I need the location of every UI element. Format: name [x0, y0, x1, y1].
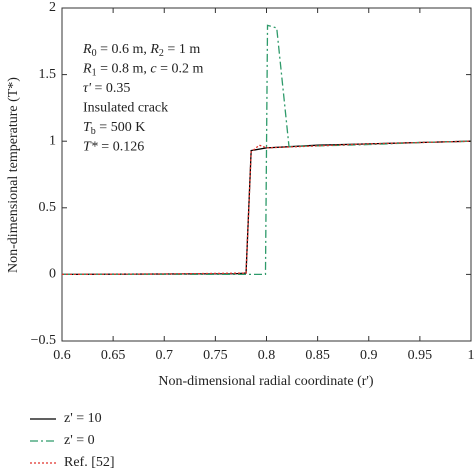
y-tick-label: 0.5 — [39, 200, 57, 215]
series-line — [61, 140, 472, 276]
annotation-run: 2 — [159, 48, 164, 59]
y-tick-label: 1.5 — [39, 67, 57, 82]
x-tick-label: 0.75 — [203, 348, 228, 363]
x-tick-label: 0.9 — [360, 348, 378, 363]
y-tick-label: 2 — [49, 0, 56, 15]
y-tick-label: 0 — [49, 267, 56, 282]
annotation-run: R — [82, 62, 92, 77]
annotation-run: c — [150, 62, 157, 77]
x-tick-label: 0.65 — [101, 348, 126, 363]
x-tick-label: 0.6 — [53, 348, 71, 363]
plot-frame — [61, 7, 472, 342]
y-tick-label: 1 — [49, 133, 56, 148]
legend-label: z' = 0 — [64, 433, 95, 448]
annotation-run: T — [83, 120, 92, 135]
annotation-run: R — [82, 42, 92, 57]
annotation-run: 1 — [92, 68, 97, 79]
y-axis-label: Non-dimensional temperature (T*) — [6, 77, 21, 273]
annotation-run: = 0.126 — [98, 140, 144, 155]
x-tick-label: 1 — [468, 348, 474, 363]
annotation-run: τ' — [83, 81, 92, 96]
annotation-run: = 500 K — [96, 120, 146, 135]
x-tick-label: 0.85 — [305, 348, 330, 363]
annotation: Insulated crack — [83, 101, 168, 116]
annotation-run: = 0.6 m, — [97, 42, 151, 57]
x-axis-label: Non-dimensional radial coordinate (r') — [158, 374, 374, 389]
legend-label: z' = 10 — [64, 411, 102, 426]
annotation-run: 0 — [92, 48, 97, 59]
annotation-run: Insulated crack — [83, 101, 168, 116]
x-tick-label: 0.95 — [408, 348, 433, 363]
annotation: T* = 0.126 — [83, 140, 144, 155]
annotation-run: = 0.8 m, — [97, 62, 151, 77]
annotation: R1 = 0.8 m, c = 0.2 m — [82, 62, 203, 79]
annotation-run: = 0.35 — [91, 81, 130, 96]
annotation-run: R — [149, 42, 159, 57]
annotation: Tb = 500 K — [83, 120, 145, 137]
annotation-run: = 1 m — [164, 42, 200, 57]
annotation: τ' = 0.35 — [83, 81, 130, 96]
annotation-run: T* — [83, 140, 98, 155]
y-tick-label: −0.5 — [31, 333, 56, 348]
annotation-run: = 0.2 m — [157, 62, 204, 77]
annotation: R0 = 0.6 m, R2 = 1 m — [82, 42, 200, 59]
x-tick-label: 0.7 — [156, 348, 174, 363]
legend-label: Ref. [52] — [64, 455, 115, 470]
annotation-run: b — [91, 126, 96, 137]
x-tick-label: 0.8 — [258, 348, 276, 363]
series-line — [62, 24, 472, 276]
